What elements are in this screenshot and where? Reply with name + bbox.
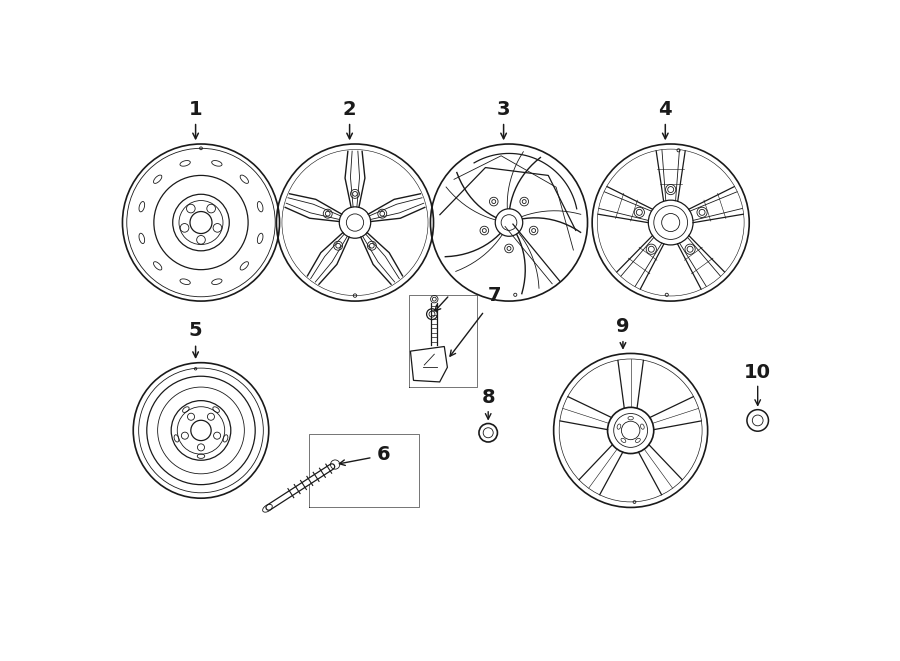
- Text: 7: 7: [488, 286, 501, 305]
- Text: 10: 10: [744, 363, 771, 382]
- Text: 8: 8: [482, 389, 495, 407]
- Text: 1: 1: [189, 100, 202, 118]
- Text: 9: 9: [616, 317, 630, 336]
- Text: 6: 6: [376, 445, 391, 463]
- Text: 4: 4: [659, 100, 672, 118]
- Text: 5: 5: [189, 321, 202, 340]
- Text: 3: 3: [497, 100, 510, 118]
- Text: 2: 2: [343, 100, 356, 118]
